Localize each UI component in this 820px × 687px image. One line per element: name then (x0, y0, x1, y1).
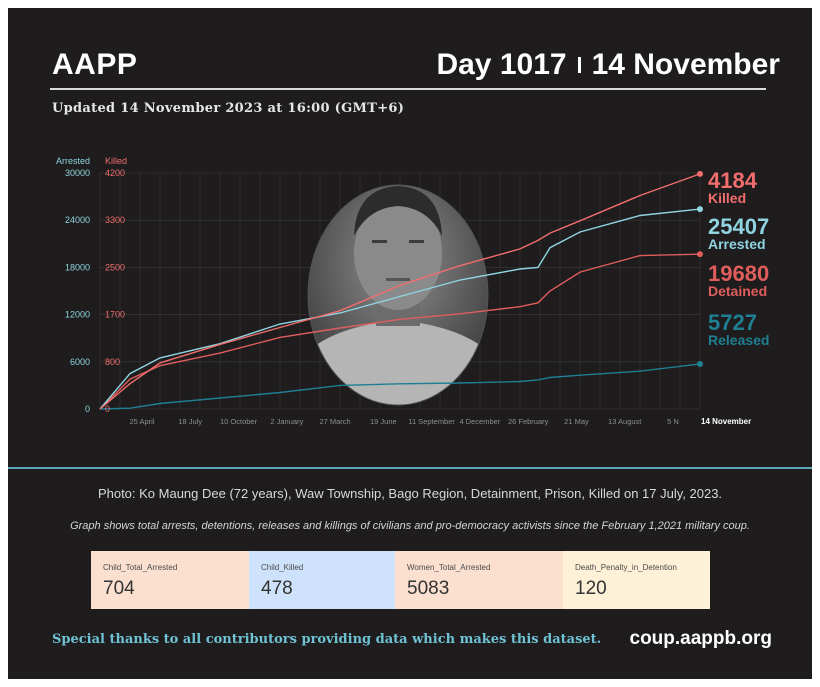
series-line-arrested (99, 208, 701, 410)
y-tick-left: 12000 (65, 310, 90, 320)
end-label-value: 19680 (708, 261, 769, 286)
website-link[interactable]: coup.aappb.org (629, 628, 773, 649)
infographic-card: AAPP Day 1017 14 November Updated 14 Nove… (8, 8, 812, 679)
chart-lines (99, 170, 703, 410)
chart-axes: 0 0 6000 800 12000 1700 18000 2500 24000 3300 3000… (56, 156, 751, 426)
updated-timestamp: Updated 14 November 2023 at 16:00 (GMT+6… (52, 101, 405, 116)
x-tick-label: 27 March (319, 417, 350, 426)
y-tick-right: 0 (105, 404, 110, 414)
series-line-detained (99, 253, 701, 410)
title-divider (50, 88, 766, 90)
x-end-label: 14 November (701, 417, 751, 426)
end-label-value: 5727 (708, 310, 757, 335)
day-date-header: Day 1017 14 November (436, 48, 780, 82)
series-end-dot-killed (697, 170, 703, 177)
stat-label: Child_Total_Arrested (103, 563, 178, 572)
series-end-dot-arrested (697, 206, 703, 213)
y-tick-right: 2500 (105, 262, 125, 272)
x-tick-label: 21 May (564, 417, 589, 426)
x-tick-label: 5 N (667, 417, 679, 426)
stat-label: Women_Total_Arrested (407, 563, 491, 572)
y-tick-left: 0 (85, 404, 90, 414)
end-label-value: 4184 (708, 168, 758, 193)
x-tick-label: 19 June (370, 417, 397, 426)
series-line-released (99, 363, 701, 410)
x-tick-label: 10 October (220, 417, 258, 426)
end-label-name: Arrested (708, 236, 766, 252)
end-label-name: Released (708, 332, 769, 348)
y-axis-title-arrested: Arrested (56, 156, 90, 166)
x-tick-label: 25 April (129, 417, 154, 426)
stat-card-child-arrested: Child_Total_Arrested 704 (91, 551, 249, 609)
y-tick-left: 18000 (65, 262, 90, 272)
y-tick-left: 30000 (65, 168, 90, 178)
end-label-value: 25407 (708, 214, 769, 239)
y-tick-right: 800 (105, 357, 120, 367)
line-chart: 0 0 6000 800 12000 1700 18000 2500 24000 3300 3000… (56, 156, 769, 426)
day-label: Day 1017 (436, 48, 567, 81)
stat-label: Death_Penalty_in_Detention (575, 563, 677, 572)
y-tick-right: 1700 (105, 310, 125, 320)
stat-value: 120 (575, 578, 607, 599)
end-label-name: Killed (708, 190, 746, 206)
x-tick-label: 26 February (508, 417, 549, 426)
x-tick-label: 13 August (608, 417, 642, 426)
thanks-note: Special thanks to all contributors provi… (52, 632, 602, 647)
stats-bar: Child_Total_Arrested 704 Child_Killed 47… (91, 551, 710, 609)
series-end-dot-released (697, 360, 703, 367)
stat-value: 5083 (407, 578, 450, 599)
org-title: AAPP (52, 48, 138, 81)
series-end-dot-detained (697, 251, 703, 258)
date-label: 14 November (591, 48, 780, 81)
x-tick-label: 11 September (408, 417, 455, 426)
header-separator (577, 57, 581, 73)
graph-description: Graph shows total arrests, detentions, r… (70, 520, 750, 532)
x-tick-label: 18 July (178, 417, 202, 426)
series-line-killed (99, 173, 701, 410)
stat-card-death-penalty: Death_Penalty_in_Detention 120 (563, 551, 710, 609)
portrait-photo (307, 184, 489, 406)
y-tick-right: 4200 (105, 168, 125, 178)
x-tick-label: 2 January (270, 417, 303, 426)
end-label-name: Detained (708, 283, 767, 299)
y-tick-left: 6000 (70, 357, 90, 367)
stat-value: 704 (103, 578, 135, 599)
stat-card-child-killed: Child_Killed 478 (249, 551, 395, 609)
photo-caption: Photo: Ko Maung Dee (72 years), Waw Town… (97, 486, 723, 501)
y-tick-right: 3300 (105, 215, 125, 225)
x-tick-label: 4 December (459, 417, 500, 426)
stat-card-women-arrested: Women_Total_Arrested 5083 (395, 551, 563, 609)
y-tick-left: 24000 (65, 215, 90, 225)
stat-value: 478 (261, 578, 293, 599)
y-axis-title-killed: Killed (105, 156, 127, 166)
stat-label: Child_Killed (261, 563, 304, 572)
section-divider (8, 467, 812, 469)
